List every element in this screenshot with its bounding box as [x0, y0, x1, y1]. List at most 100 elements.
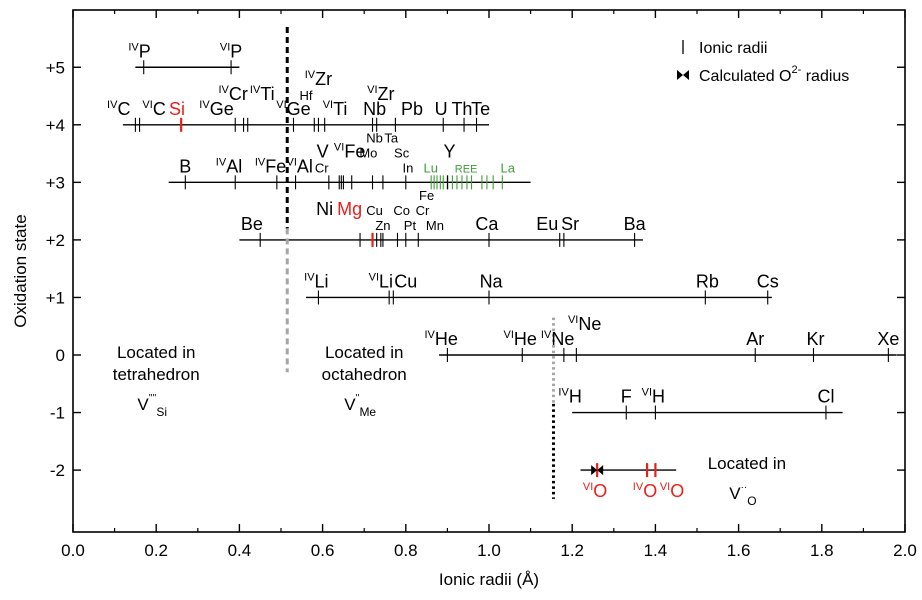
legend-label: Calculated O2- radius: [699, 64, 849, 85]
element-label: IVLi: [304, 271, 328, 291]
element-symbol: Mg: [337, 199, 362, 219]
element-label: Eu: [536, 214, 558, 234]
coordination-sup: VI: [220, 41, 230, 53]
element-label: Rb: [696, 271, 719, 291]
element-symbol: H: [569, 387, 582, 407]
element-symbol: Sc: [394, 145, 410, 160]
coordination-sup: VI: [287, 156, 297, 168]
element-symbol: Li: [315, 271, 329, 291]
y-axis-title: Oxidation state: [11, 214, 30, 327]
x-tick-label: 1.2: [560, 541, 584, 560]
annotation-line: Located in: [117, 343, 195, 362]
element-symbol: V: [317, 141, 329, 161]
element-label: Si: [169, 99, 185, 119]
element-symbol: Cs: [757, 271, 779, 291]
element-symbol: Ta: [384, 130, 399, 145]
element-symbol: Ti: [333, 99, 347, 119]
y-tick-label: +3: [46, 173, 65, 192]
element-symbol: Ba: [624, 214, 647, 234]
element-label: Mg: [337, 199, 362, 219]
element-symbol: Ne: [551, 329, 574, 349]
element-label: Ta: [384, 130, 399, 145]
element-label: VIZr: [367, 84, 394, 104]
x-tick-label: 1.0: [477, 541, 501, 560]
element-label: Cu: [366, 203, 383, 218]
element-label: Y: [443, 141, 455, 161]
element-label: IVTi: [250, 84, 275, 104]
element-label: VIC: [142, 99, 165, 119]
calculated-o2-marker: [591, 465, 604, 476]
x-tick-label: 1.6: [727, 541, 751, 560]
coordination-sup: IV: [216, 156, 227, 168]
element-label: Cr: [315, 160, 329, 175]
element-label: IVHe: [424, 329, 457, 349]
coordination-sup: IV: [541, 329, 552, 341]
element-symbol: Sr: [561, 214, 579, 234]
x-tick-label: 0.4: [228, 541, 252, 560]
coordination-sup: VI: [642, 387, 652, 399]
element-symbol: Ni: [316, 199, 333, 219]
y-tick-label: +2: [46, 231, 65, 250]
element-symbol: Nb: [366, 130, 383, 145]
element-label: VIO: [583, 481, 607, 501]
element-symbol: Th: [451, 99, 472, 119]
element-label: Fe: [419, 188, 434, 203]
element-symbol: Zr: [315, 69, 332, 89]
y-tick-label: +5: [46, 58, 65, 77]
element-symbol: P: [230, 41, 242, 61]
element-symbol: Pt: [404, 218, 417, 233]
coordination-sup: IV: [199, 99, 210, 111]
element-symbol: He: [514, 329, 537, 349]
element-symbol: Ar: [746, 329, 764, 349]
element-symbol: Y: [443, 141, 455, 161]
element-label: Be: [241, 214, 263, 234]
element-label: Na: [480, 271, 504, 291]
element-symbol: Cr: [315, 160, 329, 175]
element-label: Ar: [746, 329, 764, 349]
y-tick-label: +4: [46, 116, 65, 135]
element-symbol: He: [435, 329, 458, 349]
x-tick-label: 0.2: [144, 541, 168, 560]
x-tick-label: 0.6: [311, 541, 335, 560]
element-label: In: [402, 160, 413, 175]
x-tick-label: 0.0: [61, 541, 85, 560]
element-label: Cl: [817, 387, 834, 407]
x-tick-label: 1.8: [810, 541, 834, 560]
element-label: Sr: [561, 214, 579, 234]
element-symbol: Xe: [877, 329, 899, 349]
element-symbol: P: [139, 41, 151, 61]
element-label: VIHe: [503, 329, 536, 349]
element-symbol: Ge: [210, 99, 234, 119]
element-label: Sc: [394, 145, 410, 160]
coordination-sup: IV: [218, 84, 229, 96]
coordination-sup: VI: [660, 481, 670, 493]
element-label: V: [317, 141, 329, 161]
coordination-sup: IV: [558, 387, 569, 399]
coordination-sup: IV: [128, 41, 139, 53]
element-label: IVP: [128, 41, 150, 61]
defect-symbol: V''''Si: [137, 393, 167, 419]
element-symbol: Eu: [536, 214, 558, 234]
element-symbol: U: [435, 99, 448, 119]
element-symbol: Lu: [424, 160, 438, 175]
y-tick-label: -1: [50, 404, 65, 423]
annotation-line: tetrahedron: [113, 365, 200, 384]
element-symbol: H: [652, 387, 665, 407]
element-symbol: Kr: [807, 329, 825, 349]
element-symbol: Zr: [378, 84, 395, 104]
element-label: REE: [455, 163, 478, 175]
element-symbol: Si: [169, 99, 185, 119]
element-symbol: Co: [393, 203, 410, 218]
defect-symbol: V''Me: [344, 393, 376, 419]
element-symbol: Rb: [696, 271, 719, 291]
element-symbol: La: [500, 160, 515, 175]
element-label: B: [179, 156, 191, 176]
element-label: IVO: [633, 481, 657, 501]
annotation-line: octahedron: [322, 365, 407, 384]
y-tick-label: -2: [50, 461, 65, 480]
element-label: Cr: [416, 203, 430, 218]
element-label: Cs: [757, 271, 779, 291]
element-label: VIGe: [276, 99, 310, 119]
element-label: IVGe: [199, 99, 233, 119]
